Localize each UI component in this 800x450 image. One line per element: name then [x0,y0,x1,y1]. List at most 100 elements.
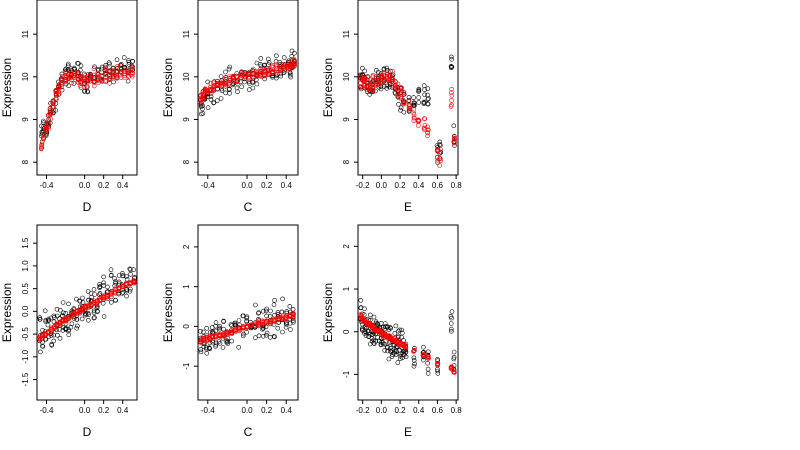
data-point-observed [65,63,71,69]
data-point-fitted [251,76,256,81]
data-point-observed [382,341,388,347]
data-point-fitted [362,79,367,84]
data-point-fitted [112,289,118,295]
data-point-observed [95,308,100,314]
data-point-observed [263,324,269,330]
y-tick-label: -0.5 [21,327,30,341]
data-point-observed [108,273,114,278]
data-point-fitted [411,110,417,116]
data-point-fitted [38,146,44,152]
data-point-fitted [71,71,77,76]
data-point-fitted [435,148,441,154]
data-point-fitted [68,68,73,74]
plot-frame [357,0,459,176]
data-point-observed [213,328,218,334]
data-point-fitted [395,81,401,87]
data-point-observed [435,371,441,376]
data-point-observed [105,284,110,290]
data-point-observed [448,326,454,332]
data-point-fitted [395,86,401,91]
data-point-fitted [122,75,127,80]
data-point-observed [434,155,440,160]
data-point-observed [198,349,204,355]
data-point-fitted [382,78,388,84]
data-point-fitted [57,321,63,327]
data-point-observed [449,315,454,321]
x-tick-label: 0.4 [281,181,293,190]
data-point-observed [80,299,86,305]
data-point-fitted [94,300,99,306]
data-point-fitted [115,66,120,71]
data-point-observed [412,345,417,351]
data-point-fitted [407,103,412,109]
data-point-observed [247,87,252,92]
data-point-fitted [198,101,204,106]
data-point-observed [384,86,390,91]
data-point-fitted [74,308,79,314]
data-point-observed [437,139,443,145]
data-point-observed [364,89,370,94]
data-point-observed [207,346,213,352]
data-point-observed [422,87,427,92]
y-tick-label: 9 [342,117,351,122]
data-point-observed [276,320,281,325]
data-point-fitted [401,101,406,107]
data-point-observed [289,48,295,54]
data-point-observed [205,105,211,110]
data-point-observed [72,66,77,72]
data-point-fitted [282,67,287,72]
scatter-panel-row1-col3: -0.2 0.0 0.2 0.4 0.6 0.8 8 9 10 11 E Expression [321,0,462,214]
data-point-observed [41,118,46,124]
x-tick-label: -0.4 [40,406,54,415]
data-point-observed [382,324,388,329]
data-point-fitted [82,73,88,78]
data-point-observed [401,109,407,115]
y-axis-label: Expression [321,283,335,342]
data-point-observed [425,101,431,107]
x-tick-label: 0.0 [241,406,253,415]
x-axis-label: C [244,425,253,439]
data-point-observed [71,306,77,311]
data-point-observed [244,329,249,335]
data-point-fitted [91,72,96,78]
data-point-observed [65,61,71,67]
data-point-observed [85,289,91,294]
data-point-observed [395,360,401,365]
data-point-fitted [66,316,71,322]
data-point-observed [359,327,365,333]
x-tick-label: 0.2 [394,406,406,415]
data-point-observed [250,85,256,91]
data-point-observed [37,317,43,322]
data-point-observed [229,338,234,344]
data-point-observed [118,62,123,68]
data-point-observed [448,321,454,326]
data-point-fitted [75,69,81,75]
data-point-fitted [438,146,443,152]
data-point-observed [214,98,220,103]
data-point-fitted [59,84,65,90]
y-tick-label: 8 [21,159,30,164]
data-point-fitted [78,83,83,88]
data-point-observed [227,86,232,92]
data-point-observed [51,319,57,325]
data-point-fitted [292,62,297,68]
x-axis-label: D [83,425,92,439]
x-tick-label: 0.4 [117,406,129,415]
x-tick-label: 0.4 [117,181,129,190]
data-point-fitted [289,57,294,62]
data-point-observed [120,273,126,279]
x-tick-label: -0.4 [201,406,215,415]
data-point-fitted [258,67,263,72]
data-point-fitted [367,82,373,88]
data-point-observed [267,334,273,340]
data-point-observed [110,65,116,71]
data-point-observed [399,330,405,336]
data-point-observed [220,345,226,350]
data-point-observed [78,85,84,90]
data-point-observed [120,289,126,295]
data-point-observed [86,297,91,303]
data-point-fitted [449,87,454,92]
data-point-observed [253,335,258,341]
data-point-fitted [118,75,124,80]
data-point-fitted [110,70,115,76]
